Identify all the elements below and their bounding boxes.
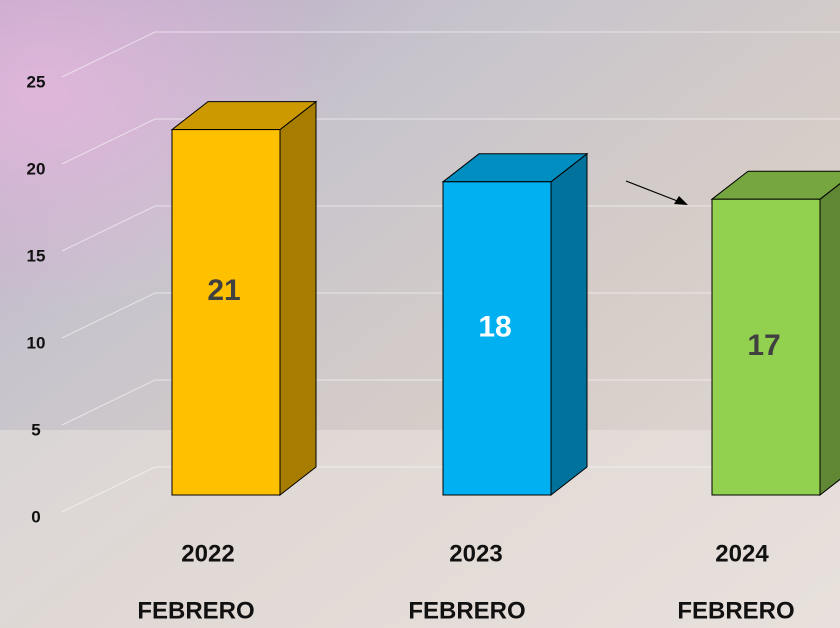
bar-side xyxy=(279,100,317,497)
x-sublabel: FEBRERO xyxy=(677,597,794,624)
bar-side xyxy=(550,152,588,497)
grid-line xyxy=(61,292,840,339)
x-sublabel: FEBRERO xyxy=(137,597,254,624)
grid-line xyxy=(61,31,840,78)
background-floor xyxy=(0,430,840,628)
grid-line xyxy=(61,379,840,426)
x-tick-label: 2022 xyxy=(181,540,234,567)
y-tick-label: 5 xyxy=(31,420,40,439)
bar-side xyxy=(819,183,840,497)
x-tick-label: 2024 xyxy=(715,540,769,567)
grid-line xyxy=(61,466,840,513)
x-sublabel: FEBRERO xyxy=(408,597,525,624)
arrow-head xyxy=(674,196,688,205)
bar xyxy=(171,129,281,496)
bar xyxy=(711,198,821,496)
value-label: 17 xyxy=(747,329,780,362)
grid: 0 5 10 15 20 25 xyxy=(27,31,840,526)
arrow xyxy=(625,180,681,203)
grid-line xyxy=(61,205,840,252)
y-tick-label: 10 xyxy=(27,333,46,352)
y-tick-label: 0 xyxy=(31,507,40,526)
value-label: 21 xyxy=(207,274,240,307)
y-tick-label: 25 xyxy=(27,72,46,91)
value-label: 18 xyxy=(478,310,511,343)
bars: 21 2022 FEBRERO 18 2023 FEBRERO 17 2024 FEBRERO xyxy=(137,100,840,624)
x-tick-label: 2023 xyxy=(449,540,502,567)
y-tick-label: 20 xyxy=(27,159,46,178)
y-tick-label: 15 xyxy=(27,246,46,265)
bar xyxy=(442,181,552,496)
grid-line xyxy=(61,118,840,165)
